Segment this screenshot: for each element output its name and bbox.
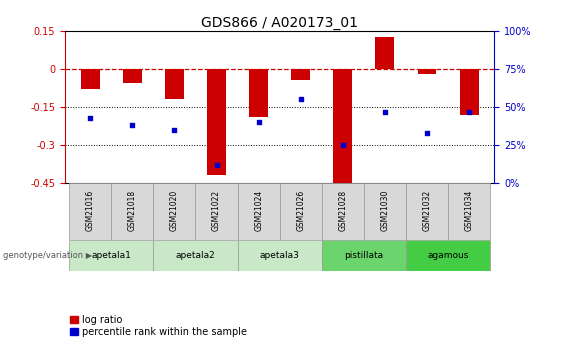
Bar: [322, 240, 406, 271]
Point: [423, 130, 432, 136]
Text: GSM21026: GSM21026: [296, 189, 305, 231]
Bar: [237, 240, 322, 271]
Text: apetala1: apetala1: [92, 251, 131, 260]
Point: [338, 142, 347, 148]
Text: GSM21016: GSM21016: [86, 189, 95, 231]
Point: [212, 162, 221, 167]
Text: GSM21020: GSM21020: [170, 189, 179, 231]
Text: genotype/variation ▶: genotype/variation ▶: [3, 251, 92, 260]
Bar: [195, 183, 237, 240]
Point: [170, 127, 179, 132]
Title: GDS866 / A020173_01: GDS866 / A020173_01: [201, 16, 358, 30]
Point: [86, 115, 95, 120]
Bar: [69, 240, 153, 271]
Point: [296, 97, 305, 102]
Bar: [111, 183, 153, 240]
Bar: [153, 183, 195, 240]
Bar: [81, 69, 99, 89]
Text: GSM21030: GSM21030: [380, 189, 389, 231]
Point: [128, 122, 137, 128]
Bar: [322, 183, 364, 240]
Legend: log ratio, percentile rank within the sample: log ratio, percentile rank within the sa…: [70, 315, 246, 337]
Text: pistillata: pistillata: [344, 251, 384, 260]
Text: agamous: agamous: [427, 251, 469, 260]
Text: apetala3: apetala3: [260, 251, 299, 260]
Bar: [364, 183, 406, 240]
Bar: [207, 69, 226, 175]
Text: GSM21022: GSM21022: [212, 190, 221, 231]
Bar: [249, 69, 268, 117]
Text: GSM21034: GSM21034: [464, 189, 473, 231]
Bar: [291, 69, 310, 80]
Bar: [237, 183, 280, 240]
Point: [464, 109, 473, 114]
Bar: [123, 69, 142, 83]
Bar: [406, 183, 448, 240]
Bar: [153, 240, 237, 271]
Point: [254, 119, 263, 125]
Text: GSM21032: GSM21032: [423, 189, 432, 231]
Bar: [448, 183, 490, 240]
Bar: [460, 69, 479, 115]
Bar: [376, 37, 394, 69]
Text: GSM21024: GSM21024: [254, 189, 263, 231]
Text: GSM21028: GSM21028: [338, 190, 347, 231]
Bar: [333, 69, 353, 190]
Bar: [418, 69, 437, 74]
Bar: [69, 183, 111, 240]
Text: GSM21018: GSM21018: [128, 190, 137, 231]
Bar: [406, 240, 490, 271]
Bar: [165, 69, 184, 99]
Point: [380, 109, 389, 114]
Text: apetala2: apetala2: [176, 251, 215, 260]
Bar: [280, 183, 322, 240]
